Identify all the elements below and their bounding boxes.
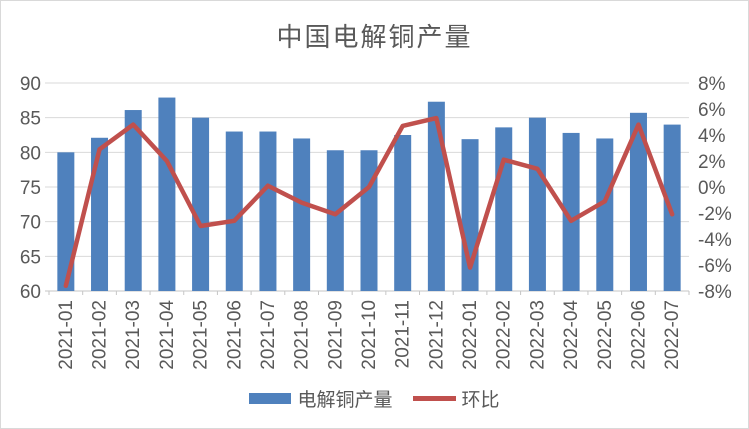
x-axis-tick-label: 2021-07 (258, 300, 279, 370)
x-axis-tick-label: 2021-11 (393, 300, 414, 368)
chart-title: 中国电解铜产量 (276, 23, 473, 52)
production-bar (360, 150, 378, 291)
legend: 电解铜产量 环比 (1, 385, 748, 412)
legend-label-production: 电解铜产量 (297, 390, 393, 411)
bar-series-swatch-icon (249, 393, 292, 404)
production-bar (293, 138, 311, 291)
production-bar (57, 152, 75, 291)
x-axis-tick-label: 2022-02 (494, 300, 515, 370)
left-axis-tick-label: 60 (20, 282, 41, 303)
left-axis-tick-label: 65 (20, 247, 41, 268)
left-axis-tick-label: 90 (20, 74, 41, 95)
left-axis-tick-label: 85 (20, 109, 41, 130)
left-axis-tick-label: 75 (20, 178, 41, 199)
production-bar (528, 117, 546, 292)
right-axis-tick-label: 0% (698, 178, 726, 199)
x-axis-tick-label: 2022-03 (527, 300, 548, 370)
line-series-swatch-icon (412, 396, 456, 401)
x-axis-tick-label: 2021-06 (224, 300, 245, 370)
x-axis-tick-label: 2022-07 (662, 300, 683, 370)
x-axis-tick-label: 2021-10 (359, 300, 380, 370)
production-bar (663, 124, 681, 291)
production-bar (158, 97, 176, 291)
right-axis-tick-label: -6% (698, 256, 732, 277)
production-bar (259, 131, 277, 291)
right-axis-tick-label: -8% (698, 282, 732, 303)
right-axis-tick-label: -4% (698, 230, 732, 251)
x-axis-tick-label: 2021-12 (426, 300, 447, 370)
legend-label-mom: 环比 (461, 390, 500, 411)
x-axis-tick-label: 2021-02 (90, 300, 111, 370)
production-bar (427, 101, 445, 291)
x-axis-tick-label: 2021-08 (292, 300, 313, 370)
right-axis-tick-label: 8% (698, 74, 726, 95)
x-axis-tick-label: 2021-03 (123, 300, 144, 370)
x-axis-tick-label: 2021-09 (325, 300, 346, 370)
x-axis-tick-label: 2021-04 (157, 300, 178, 370)
production-bar (562, 132, 580, 291)
x-axis-tick-label: 2022-04 (561, 300, 582, 370)
production-bar (124, 110, 142, 291)
right-axis-tick-label: 4% (698, 126, 726, 147)
mom-change-line (63, 115, 675, 289)
legend-item-mom: 环比 (412, 385, 500, 412)
left-axis-tick-label: 80 (20, 143, 41, 164)
x-axis-tick-label: 2022-01 (460, 300, 481, 370)
x-axis-tick-label: 2022-05 (595, 300, 616, 370)
right-axis-tick-label: 2% (698, 152, 726, 173)
x-axis-tick-label: 2022-06 (628, 300, 649, 370)
production-bar (629, 112, 647, 292)
production-bar (326, 150, 344, 291)
x-axis-tick-label: 2021-01 (56, 300, 77, 370)
production-bar (495, 127, 513, 291)
right-axis-tick-label: -2% (698, 204, 732, 225)
right-axis-tick-label: 6% (698, 100, 726, 121)
legend-item-production: 电解铜产量 (249, 385, 393, 412)
production-bar (596, 138, 614, 291)
production-bar (91, 137, 109, 291)
x-axis-tick-label: 2021-05 (191, 300, 212, 370)
production-bar (225, 131, 243, 291)
production-bar (394, 135, 412, 291)
left-axis-tick-label: 70 (20, 213, 41, 234)
production-bar (192, 117, 210, 292)
